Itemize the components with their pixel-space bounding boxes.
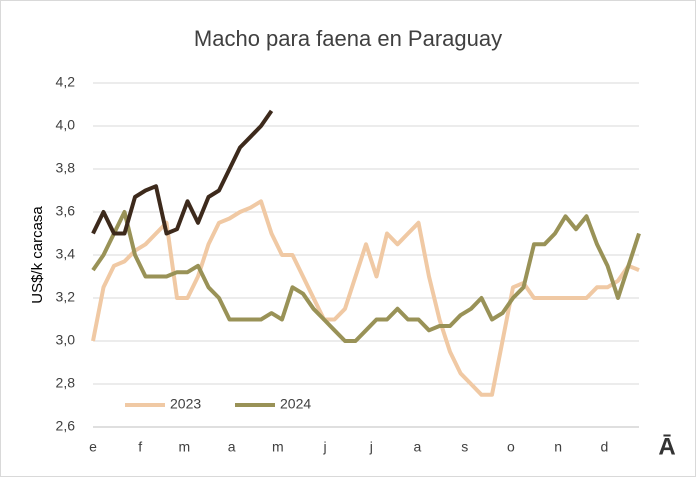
x-tick-label: a xyxy=(228,439,236,455)
y-tick-label: 3,4 xyxy=(56,246,76,262)
x-tick-label: d xyxy=(600,439,608,455)
x-tick-label: j xyxy=(369,439,373,455)
y-axis-label: US$/k carcasa xyxy=(29,206,46,304)
y-tick-label: 4,2 xyxy=(56,74,76,90)
legend-label: 2023 xyxy=(170,396,201,412)
legend-label: 2024 xyxy=(280,396,311,412)
series-line xyxy=(91,199,640,397)
logo: Ā xyxy=(658,433,675,460)
x-tick-label: s xyxy=(461,439,468,455)
x-tick-label: j xyxy=(322,439,326,455)
y-tick-label: 3,2 xyxy=(56,289,76,305)
y-tick-label: 3,0 xyxy=(56,332,76,348)
x-tick-label: a xyxy=(414,439,422,455)
x-tick-label: m xyxy=(179,439,191,455)
y-tick-label: 4,0 xyxy=(56,117,76,133)
x-tick-label: m xyxy=(272,439,284,455)
y-tick-label: 3,8 xyxy=(56,160,76,176)
series-line xyxy=(91,210,641,343)
x-tick-label: o xyxy=(507,439,515,455)
y-tick-label: 2,6 xyxy=(56,418,76,434)
x-tick-label: n xyxy=(554,439,562,455)
series-line xyxy=(91,109,274,236)
x-tick-label: f xyxy=(138,439,142,455)
x-tick-label: e xyxy=(89,439,97,455)
chart-title: Macho para faena en Paraguay xyxy=(194,26,502,51)
y-tick-label: 3,6 xyxy=(56,203,76,219)
y-tick-label: 2,8 xyxy=(56,375,76,391)
